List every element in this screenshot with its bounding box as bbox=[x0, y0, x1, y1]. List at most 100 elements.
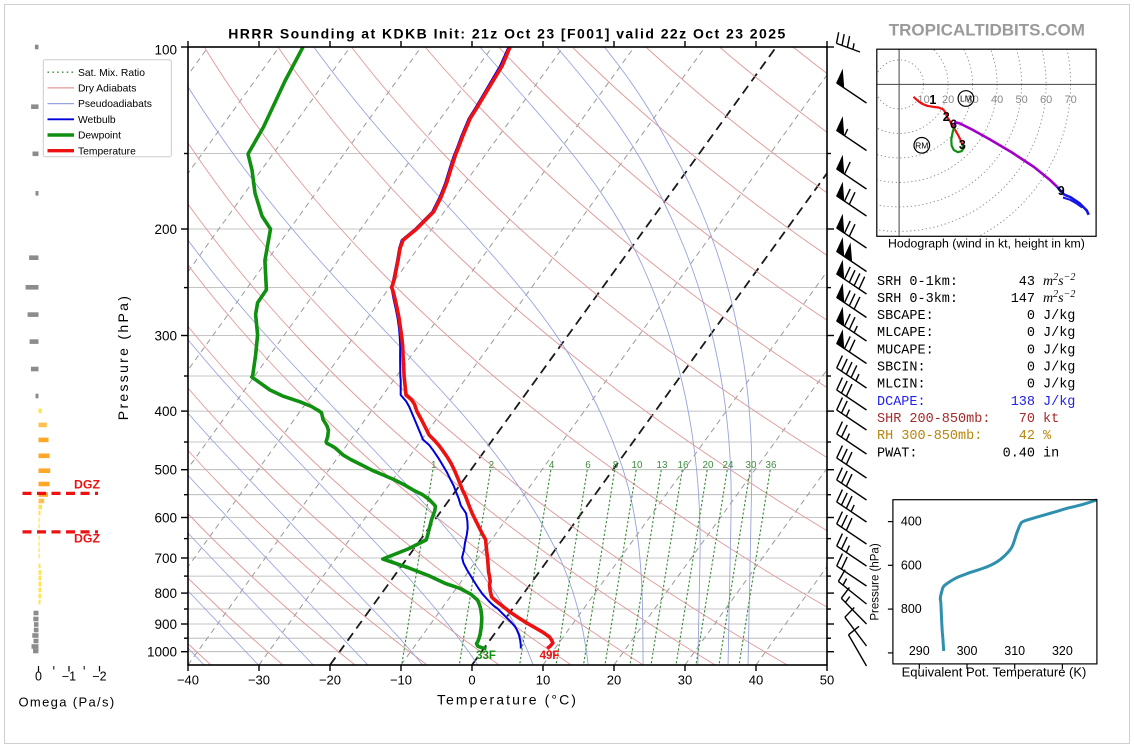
svg-text:MLCIN:: MLCIN: bbox=[877, 378, 926, 393]
svg-text:Equivalent Pot. Temperature (K: Equivalent Pot. Temperature (K) bbox=[902, 665, 1087, 680]
svg-text:20: 20 bbox=[703, 460, 714, 471]
svg-text:Dewpoint: Dewpoint bbox=[78, 131, 121, 142]
svg-text:0: 0 bbox=[1027, 361, 1035, 376]
svg-text:0: 0 bbox=[1027, 326, 1035, 341]
svg-text:20: 20 bbox=[607, 673, 621, 688]
svg-text:−40: −40 bbox=[177, 673, 199, 688]
svg-text:J/kg: J/kg bbox=[1043, 378, 1075, 393]
svg-text:Temperature (°C): Temperature (°C) bbox=[437, 692, 578, 708]
svg-text:SRH 0-1km:: SRH 0-1km: bbox=[877, 275, 958, 290]
svg-text:J/kg: J/kg bbox=[1043, 361, 1075, 376]
svg-text:−20: −20 bbox=[319, 673, 341, 688]
svg-text:30: 30 bbox=[746, 460, 757, 471]
svg-text:Sat. Mix. Ratio: Sat. Mix. Ratio bbox=[78, 68, 145, 79]
svg-text:200: 200 bbox=[154, 222, 177, 237]
svg-text:0.40: 0.40 bbox=[1003, 446, 1035, 461]
svg-text:320: 320 bbox=[1052, 644, 1073, 658]
svg-text:30: 30 bbox=[966, 94, 978, 106]
svg-text:Pressure (hPa): Pressure (hPa) bbox=[870, 543, 882, 621]
svg-text:500: 500 bbox=[154, 463, 177, 478]
svg-text:400: 400 bbox=[901, 515, 922, 529]
svg-text:0: 0 bbox=[1027, 343, 1035, 358]
svg-text:36: 36 bbox=[766, 460, 777, 471]
svg-text:16: 16 bbox=[678, 460, 689, 471]
svg-text:Hodograph (wind in kt, height: Hodograph (wind in kt, height in km) bbox=[888, 237, 1085, 251]
svg-text:8: 8 bbox=[613, 460, 619, 471]
svg-text:HRRR Sounding at KDKB Init: 21: HRRR Sounding at KDKB Init: 21z Oct 23 [… bbox=[228, 26, 787, 42]
svg-text:147: 147 bbox=[1011, 292, 1035, 307]
svg-text:43: 43 bbox=[1019, 275, 1035, 290]
svg-text:900: 900 bbox=[154, 617, 177, 632]
svg-text:%: % bbox=[1043, 429, 1052, 444]
svg-text:300: 300 bbox=[154, 329, 177, 344]
svg-text:10: 10 bbox=[632, 460, 643, 471]
svg-text:10: 10 bbox=[536, 673, 550, 688]
svg-text:0: 0 bbox=[1027, 378, 1035, 393]
svg-text:MUCAPE:: MUCAPE: bbox=[877, 343, 934, 358]
svg-text:6: 6 bbox=[950, 118, 957, 132]
svg-text:600: 600 bbox=[154, 511, 177, 526]
svg-text:2: 2 bbox=[489, 460, 494, 471]
svg-text:Dry Adiabats: Dry Adiabats bbox=[78, 84, 136, 95]
svg-text:0: 0 bbox=[35, 670, 42, 684]
svg-text:290: 290 bbox=[909, 644, 930, 658]
svg-text:SHR 200-850mb:: SHR 200-850mb: bbox=[877, 412, 990, 427]
svg-text:138: 138 bbox=[1011, 395, 1035, 410]
svg-text:J/kg: J/kg bbox=[1043, 343, 1075, 358]
svg-text:Pressure (hPa): Pressure (hPa) bbox=[115, 294, 131, 420]
svg-text:40: 40 bbox=[749, 673, 763, 688]
svg-text:3: 3 bbox=[959, 138, 966, 152]
svg-text:kt: kt bbox=[1043, 412, 1059, 427]
svg-text:100: 100 bbox=[154, 42, 177, 57]
svg-text:13: 13 bbox=[657, 460, 668, 471]
svg-text:TROPICALTIDBITS.COM: TROPICALTIDBITS.COM bbox=[889, 21, 1085, 40]
svg-text:Temperature: Temperature bbox=[78, 146, 136, 157]
svg-text:24: 24 bbox=[723, 460, 734, 471]
svg-text:9: 9 bbox=[1058, 184, 1065, 198]
svg-text:400: 400 bbox=[154, 404, 177, 419]
svg-text:LM: LM bbox=[960, 94, 972, 104]
svg-text:800: 800 bbox=[901, 602, 922, 616]
svg-text:50: 50 bbox=[1015, 94, 1027, 106]
svg-text:−2: −2 bbox=[92, 670, 106, 684]
svg-text:Pseudoadiabats: Pseudoadiabats bbox=[78, 99, 152, 110]
svg-text:60: 60 bbox=[1040, 94, 1052, 106]
svg-text:RM: RM bbox=[915, 140, 928, 150]
svg-text:1: 1 bbox=[929, 93, 936, 107]
svg-text:−30: −30 bbox=[248, 673, 270, 688]
svg-text:−10: −10 bbox=[390, 673, 412, 688]
svg-text:300: 300 bbox=[957, 644, 978, 658]
svg-text:310: 310 bbox=[1004, 644, 1025, 658]
svg-text:1: 1 bbox=[431, 460, 436, 471]
svg-text:SBCIN:: SBCIN: bbox=[877, 361, 926, 376]
svg-text:1000: 1000 bbox=[147, 645, 177, 660]
svg-text:Omega (Pa/s): Omega (Pa/s) bbox=[18, 695, 115, 710]
svg-text:J/kg: J/kg bbox=[1043, 395, 1075, 410]
svg-text:20: 20 bbox=[942, 94, 954, 106]
svg-text:40: 40 bbox=[991, 94, 1003, 106]
svg-text:70: 70 bbox=[1019, 412, 1035, 427]
svg-text:33F: 33F bbox=[476, 650, 496, 662]
svg-text:SRH 0-3km:: SRH 0-3km: bbox=[877, 292, 958, 307]
svg-text:RH 300-850mb:: RH 300-850mb: bbox=[877, 429, 982, 444]
svg-text:0: 0 bbox=[468, 673, 475, 688]
svg-text:42: 42 bbox=[1019, 429, 1035, 444]
svg-text:49F: 49F bbox=[540, 650, 560, 662]
svg-text:PWAT:: PWAT: bbox=[877, 446, 918, 461]
svg-text:0: 0 bbox=[1027, 309, 1035, 324]
svg-text:DGZ: DGZ bbox=[74, 477, 100, 491]
svg-text:SBCAPE:: SBCAPE: bbox=[877, 309, 934, 324]
svg-text:J/kg: J/kg bbox=[1043, 309, 1075, 324]
svg-text:70: 70 bbox=[1064, 94, 1076, 106]
svg-text:DCAPE:: DCAPE: bbox=[877, 395, 926, 410]
svg-text:DGZ: DGZ bbox=[74, 532, 100, 546]
svg-text:MLCAPE:: MLCAPE: bbox=[877, 326, 934, 341]
svg-text:30: 30 bbox=[678, 673, 692, 688]
svg-text:J/kg: J/kg bbox=[1043, 326, 1075, 341]
svg-text:6: 6 bbox=[585, 460, 591, 471]
svg-text:Wetbulb: Wetbulb bbox=[78, 115, 116, 126]
svg-text:2: 2 bbox=[943, 110, 950, 124]
svg-text:50: 50 bbox=[820, 673, 834, 688]
svg-text:in: in bbox=[1043, 446, 1059, 461]
svg-text:700: 700 bbox=[154, 551, 177, 566]
